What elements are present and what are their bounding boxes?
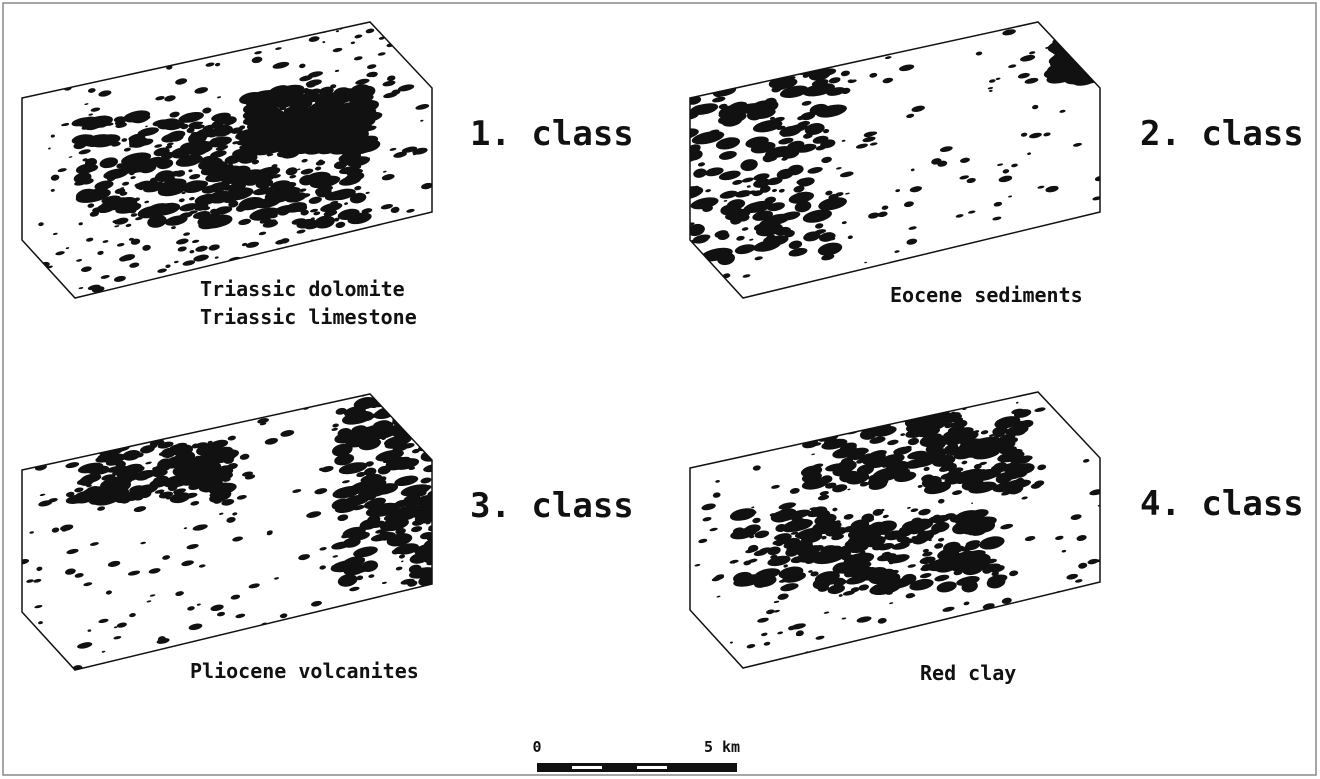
description: Pliocene volcanites — [190, 659, 419, 683]
class-label: 4. class — [1140, 484, 1304, 524]
description: Triassic limestone — [200, 305, 417, 329]
description: Red clay — [920, 661, 1016, 685]
scale-bar-gap — [572, 766, 602, 769]
description: Triassic dolomite — [200, 277, 405, 301]
class-label: 3. class — [470, 486, 634, 526]
scale-end: 5 km — [704, 738, 740, 756]
scale-start: 0 — [532, 738, 541, 756]
description: Eocene sediments — [890, 283, 1083, 307]
class-label: 2. class — [1140, 114, 1304, 154]
class-label: 1. class — [470, 114, 634, 154]
figure: 1. class Triassic dolomite Triassic limest… — [0, 0, 1320, 779]
scale-bar-gap — [637, 766, 667, 769]
